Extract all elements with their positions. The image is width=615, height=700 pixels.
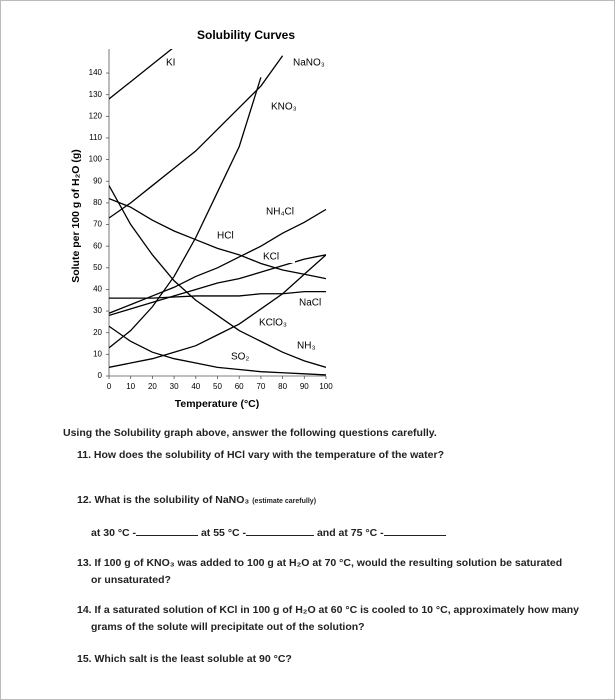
label-bg xyxy=(261,251,295,263)
blank xyxy=(246,525,315,536)
y-tick-label: 60 xyxy=(93,241,102,250)
prompt: at 55 °C - xyxy=(200,527,247,539)
answer-row: at 30 °C - at 55 °C - and at 75 °C - xyxy=(91,525,571,542)
series-label: NH₃ xyxy=(297,341,316,352)
y-tick-label: 100 xyxy=(89,155,103,164)
curve xyxy=(109,208,326,314)
y-tick-label: 0 xyxy=(98,371,103,380)
series-label: NaNO₃ xyxy=(293,58,325,69)
y-tick-label: 40 xyxy=(93,285,102,294)
y-tick-label: 110 xyxy=(89,133,102,142)
curve xyxy=(109,77,262,349)
x-tick-label: 30 xyxy=(170,382,179,391)
prompt: at 30 °C - xyxy=(91,527,137,539)
question: 12. What is the solubility of NaNO₃ (est… xyxy=(77,492,316,510)
series-label: KCl xyxy=(263,252,279,263)
x-tick-label: 20 xyxy=(148,382,157,391)
series-label: NH₄Cl xyxy=(266,207,294,218)
question: 14. If a saturated solution of KCl in 10… xyxy=(77,604,580,633)
note: (estimate carefully) xyxy=(252,498,317,505)
series-label: SO₂ xyxy=(231,352,249,363)
curves xyxy=(109,49,326,376)
label-bg xyxy=(297,297,331,309)
label-bg xyxy=(229,351,263,363)
blank xyxy=(383,525,446,536)
series-label: NaCl xyxy=(299,298,321,309)
chart-title: Solubility Curves xyxy=(197,28,295,42)
curve xyxy=(109,55,284,219)
curve xyxy=(109,290,326,299)
question-text: 12. What is the solubility of NaNO₃ xyxy=(77,494,250,506)
label-bg xyxy=(291,57,325,69)
curve xyxy=(109,49,173,100)
y-tick-label: 10 xyxy=(93,349,102,358)
label-bg xyxy=(164,57,198,69)
y-axis-title: Solute per 100 g of H₂O (g) xyxy=(70,149,82,283)
series-label: HCl xyxy=(217,231,234,242)
curve xyxy=(109,254,326,368)
series-label: KClO₃ xyxy=(259,318,287,329)
y-tick-label: 130 xyxy=(89,90,103,99)
question: 15. Which salt is the least soluble at 9… xyxy=(77,653,292,665)
label-bg xyxy=(215,230,249,242)
y-tick-label: 120 xyxy=(89,111,103,120)
label-bg xyxy=(257,317,291,329)
y-tick-label: 80 xyxy=(93,198,102,207)
x-tick-label: 50 xyxy=(213,382,222,391)
label-bg xyxy=(264,206,298,218)
curve xyxy=(109,197,326,280)
y-tick-label: 20 xyxy=(93,328,102,337)
x-tick-label: 40 xyxy=(191,382,200,391)
curve xyxy=(109,254,326,317)
question: 13. If 100 g of KNO₃ was added to 100 g … xyxy=(77,557,563,586)
x-tick-label: 60 xyxy=(235,382,244,391)
curve xyxy=(109,325,326,376)
x-tick-label: 70 xyxy=(256,382,265,391)
label-bg xyxy=(269,101,303,113)
x-tick-label: 10 xyxy=(126,382,135,391)
x-tick-label: 100 xyxy=(319,382,333,391)
question: 11. How does the solubility of HCl vary … xyxy=(77,449,444,461)
x-axis-title: Temperature (°C) xyxy=(175,398,260,410)
curve xyxy=(109,185,326,368)
y-tick-label: 50 xyxy=(93,263,102,272)
prompt: and at 75 °C - xyxy=(316,527,384,539)
chart: Solubility Curves Temperature (°C) Solut… xyxy=(70,28,333,410)
intro: Using the Solubility graph above, answer… xyxy=(63,427,437,439)
blank xyxy=(136,525,199,536)
series-label: KI xyxy=(166,58,175,69)
y-tick-label: 30 xyxy=(93,306,102,315)
x-tick-label: 80 xyxy=(278,382,287,391)
y-tick-label: 70 xyxy=(93,220,102,229)
y-tick-label: 140 xyxy=(89,68,103,77)
label-bg xyxy=(295,340,329,352)
series-label: KNO₃ xyxy=(271,102,297,113)
x-tick-label: 0 xyxy=(107,382,112,391)
x-tick-label: 90 xyxy=(300,382,309,391)
y-tick-label: 90 xyxy=(93,176,102,185)
